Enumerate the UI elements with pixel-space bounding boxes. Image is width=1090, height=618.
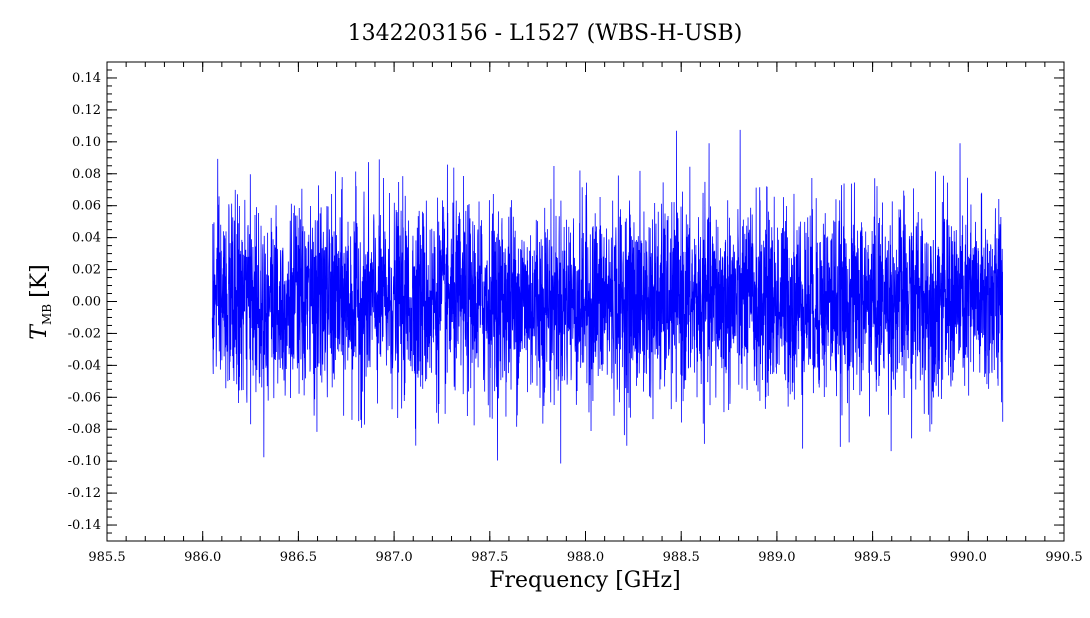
x-tick-label: 987.0 [375,550,412,565]
y-tick-label: 0.00 [72,295,101,310]
y-axis-label-subscript: MB [40,304,54,325]
y-axis-label: TMB [K] [27,264,54,339]
x-tick-label: 990.5 [1045,550,1082,565]
x-tick-label: 986.5 [280,550,317,565]
y-tick-label: 0.10 [72,135,101,150]
y-tick-label: -0.10 [68,454,101,469]
series-group [211,129,1004,464]
spectrum-series-line [211,129,1004,464]
x-tick-label: 989.0 [758,550,795,565]
y-axis-label-unit: [K] [27,264,52,298]
y-tick-label: -0.06 [68,390,101,405]
x-tick-label: 986.0 [184,550,221,565]
x-tick-label: 989.5 [854,550,891,565]
y-tick-label: -0.04 [68,358,101,373]
y-tick-label: -0.02 [68,326,101,341]
plot-area [106,61,1065,542]
svg-text:TMB[K]: TMB [K] [27,264,54,339]
x-tick-label: 988.0 [567,550,604,565]
x-axis-ticks: 985.5 986.0 986.5 987.0 987.5 988.0 988.5 989.0… [88,62,1083,565]
y-tick-label: -0.12 [68,486,101,501]
y-tick-label: 0.12 [72,103,101,118]
y-axis-ticks: -0.14 -0.12 -0.10 -0.08 -0.06 -0.04 -0.02 0.00 0… [68,61,1064,534]
y-tick-label: -0.08 [68,422,101,437]
x-tick-label: 990.0 [950,550,987,565]
chart-title: 1342203156 - L1527 (WBS-H-USB) [348,21,743,46]
y-tick-label: 0.14 [72,71,101,86]
y-tick-label: 0.08 [72,167,101,182]
x-tick-label: 988.5 [663,550,700,565]
y-tick-label: 0.02 [72,263,101,278]
y-tick-label: 0.06 [72,199,101,214]
y-axis-label-symbol: T [27,323,52,340]
y-tick-label: -0.14 [68,518,101,533]
x-tick-label: 985.5 [88,550,125,565]
x-axis-label: Frequency [GHz] [489,568,681,593]
x-tick-label: 987.5 [471,550,508,565]
y-tick-label: 0.04 [72,231,101,246]
